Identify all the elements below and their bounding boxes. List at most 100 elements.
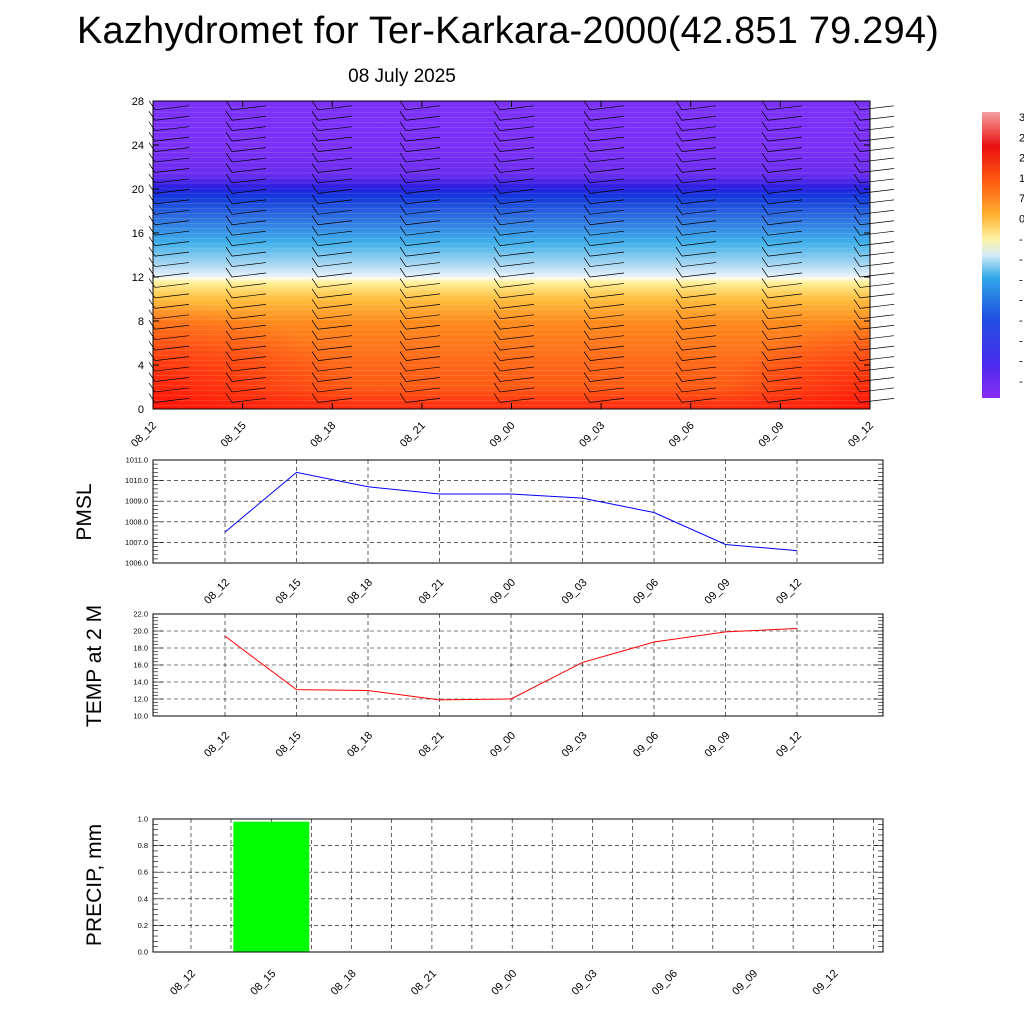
y-tick-label: 0.6 (138, 868, 148, 877)
wind-barb (399, 351, 441, 361)
wind-barb (311, 205, 353, 215)
x-tick-label: 08_15 (274, 577, 304, 607)
wind-barb (761, 299, 803, 309)
colorbar-label: 2 (1019, 132, 1024, 144)
pmsl-series-line (224, 471, 798, 552)
colorbar-label: 1 (1019, 173, 1024, 185)
wind-barb (399, 246, 441, 257)
wind-barb (225, 382, 267, 393)
wind-barb (399, 100, 441, 111)
wind-barb (493, 351, 535, 361)
wind-barb (225, 330, 267, 341)
wind-barb (311, 267, 353, 278)
wind-barb (399, 299, 441, 309)
wind-barb (675, 393, 717, 403)
wind-barb (148, 173, 190, 184)
wind-barb (399, 121, 441, 132)
x-tick-label: 08_12 (168, 968, 198, 998)
wind-barb (493, 142, 535, 152)
wind-barb (311, 152, 353, 163)
wind-barb (761, 246, 803, 257)
x-tick-label: 08_18 (345, 577, 375, 607)
wind-barb (311, 340, 353, 351)
y-tick-label: 24 (132, 140, 144, 152)
wind-barb (583, 142, 625, 152)
wind-barb (225, 372, 267, 382)
wind-barb (583, 288, 625, 299)
wind-barb (225, 194, 267, 205)
wind-barb (399, 236, 441, 246)
wind-barb (583, 246, 625, 257)
wind-barb (399, 361, 441, 372)
wind-barb (853, 152, 895, 163)
wind-barb (853, 184, 895, 194)
colorbar-label: 3 (1019, 112, 1024, 124)
wind-barb (675, 194, 717, 205)
wind-barb (853, 278, 895, 288)
wind-barb (225, 288, 267, 299)
wind-barb (148, 320, 190, 330)
wind-barb (853, 382, 895, 393)
wind-barb (493, 152, 535, 163)
wind-barb (761, 121, 803, 132)
wind-barb (675, 173, 717, 184)
wind-barb (225, 226, 267, 236)
wind-barb (311, 100, 353, 111)
wind-barb (761, 205, 803, 215)
temp-y-label: TEMP at 2 M (83, 605, 106, 727)
wind-barb (493, 205, 535, 215)
wind-barb (761, 173, 803, 184)
wind-barb (675, 142, 717, 152)
wind-barb (399, 163, 441, 173)
wind-barb (853, 121, 895, 132)
wind-barb (583, 226, 625, 236)
cross-section-hot-left (153, 300, 353, 409)
colorbar-label: - (1019, 315, 1023, 327)
wind-barb (583, 131, 625, 142)
precip-frame (152, 818, 884, 953)
wind-barb (225, 393, 267, 403)
colorbar-label: - (1019, 376, 1023, 388)
wind-barb (761, 320, 803, 330)
wind-barb (225, 320, 267, 330)
wind-barb (493, 163, 535, 173)
wind-barb (761, 194, 803, 205)
wind-barb (493, 246, 535, 257)
cross-section-y-axis: 0 4 8 12 16 20 24 28 (132, 96, 870, 416)
wind-barb (675, 330, 717, 341)
wind-barb (583, 163, 625, 173)
wind-barb (853, 246, 895, 257)
y-tick-label: 18.0 (133, 644, 148, 653)
y-tick-label: 1.0 (138, 815, 148, 824)
wind-barb (225, 299, 267, 309)
wind-barb (853, 309, 895, 320)
wind-barb (675, 131, 717, 142)
x-tick-label: 08_21 (409, 968, 439, 998)
y-tick-label: 1009.0 (125, 497, 148, 506)
wind-barb (853, 340, 895, 351)
wind-barb (493, 372, 535, 382)
wind-barb (225, 267, 267, 278)
cross-section-hot-right (720, 320, 870, 409)
x-tick-label: 09_09 (730, 968, 760, 998)
y-tick-label: 0.8 (138, 841, 148, 850)
wind-barb (399, 278, 441, 288)
wind-barb (583, 309, 625, 320)
wind-barb (148, 351, 190, 361)
x-tick-label: 09_06 (631, 577, 661, 607)
x-tick-label: 09_00 (488, 730, 518, 760)
wind-barb (761, 382, 803, 393)
wind-barb (675, 257, 717, 267)
colorbar-ramp (982, 112, 1000, 398)
wind-barb (493, 309, 535, 320)
wind-barb (761, 111, 803, 121)
wind-barb (761, 131, 803, 142)
wind-barb (148, 215, 190, 226)
wind-barb (311, 111, 353, 121)
wind-barb (311, 173, 353, 184)
wind-barb (583, 340, 625, 351)
wind-barb (761, 226, 803, 236)
wind-barb (761, 372, 803, 382)
y-tick-label: 0.2 (138, 921, 148, 930)
wind-barb (311, 246, 353, 257)
